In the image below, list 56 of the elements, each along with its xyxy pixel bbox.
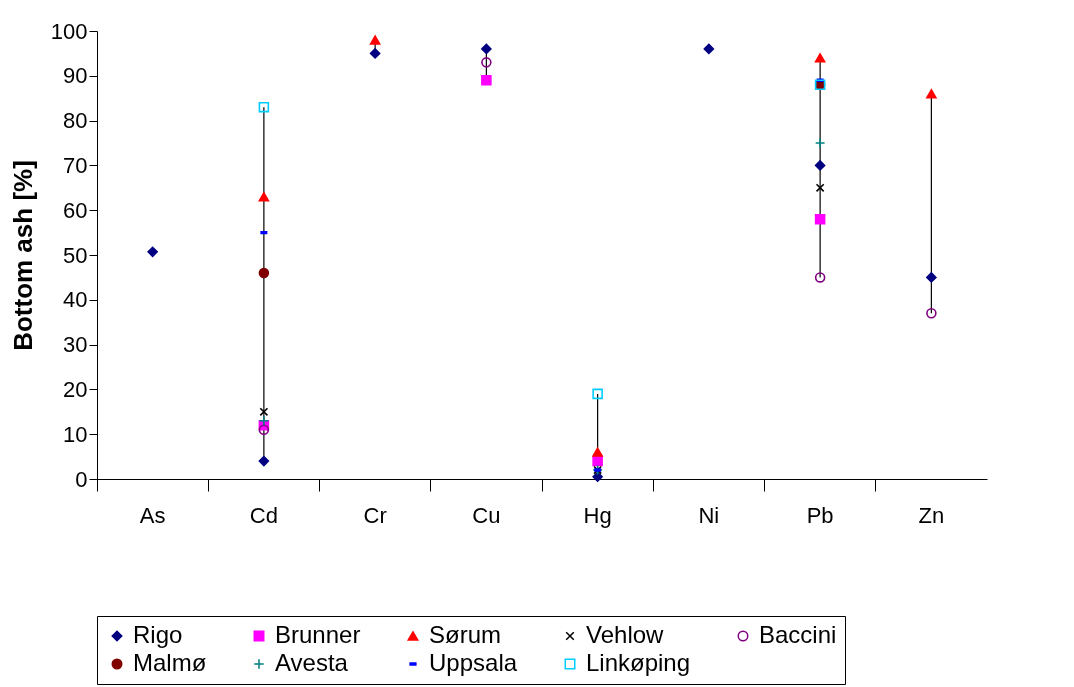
y-tick-label: 90 — [63, 63, 88, 89]
point — [814, 137, 826, 149]
point — [481, 75, 492, 86]
legend-label: Linkøping — [586, 649, 691, 676]
y-tick-label: 40 — [63, 287, 88, 313]
x-tick-label: Zn — [918, 502, 945, 528]
point — [369, 35, 381, 45]
legend-label: Vehlow — [586, 621, 665, 648]
point — [592, 447, 603, 457]
point — [592, 455, 603, 467]
x-tick-label: Hg — [583, 502, 612, 528]
y-tick-label: 70 — [63, 152, 88, 178]
point — [926, 272, 937, 283]
point — [258, 415, 270, 427]
y-tick-label: 50 — [63, 242, 88, 268]
point — [814, 160, 826, 171]
y-axis-title: Bottom ash [%] — [7, 160, 38, 351]
point — [814, 213, 826, 225]
legend-label: Baccini — [759, 621, 837, 648]
x-tick-label: Cd — [249, 502, 278, 528]
x-tick-label: Ni — [698, 502, 720, 528]
point — [592, 388, 603, 400]
point — [926, 307, 937, 319]
x-tick-label: Pb — [806, 502, 834, 528]
y-tick-label: 100 — [50, 18, 88, 44]
point — [481, 57, 492, 68]
x-tick-label: Cr — [363, 502, 387, 528]
y-tick-label: 20 — [63, 376, 88, 402]
point — [926, 89, 937, 99]
legend-label: Brunner — [275, 621, 361, 648]
point — [369, 48, 381, 59]
point — [258, 101, 270, 113]
legend-label: Rigo — [133, 621, 183, 648]
point — [147, 246, 158, 258]
point — [815, 183, 825, 193]
y-tick-label: 0 — [75, 466, 88, 492]
point — [258, 455, 270, 467]
point — [592, 471, 603, 483]
x-tick-label: As — [139, 502, 166, 528]
point — [258, 267, 270, 279]
y-tick-label: 80 — [63, 108, 88, 134]
legend-label: Avesta — [275, 649, 349, 676]
y-tick-label: 60 — [63, 197, 88, 223]
y-tick-label: 30 — [63, 332, 88, 358]
x-tick-label: Cu — [472, 502, 501, 528]
legend-label: Sørum — [429, 621, 501, 648]
point — [814, 53, 826, 63]
point — [258, 192, 270, 202]
y-tick-label: 10 — [63, 421, 88, 447]
point — [259, 407, 269, 417]
point — [258, 424, 270, 435]
point — [481, 43, 492, 55]
point — [703, 43, 715, 55]
legend-label: Uppsala — [429, 649, 518, 676]
point — [814, 272, 826, 283]
legend-label: Malmø — [133, 649, 207, 676]
